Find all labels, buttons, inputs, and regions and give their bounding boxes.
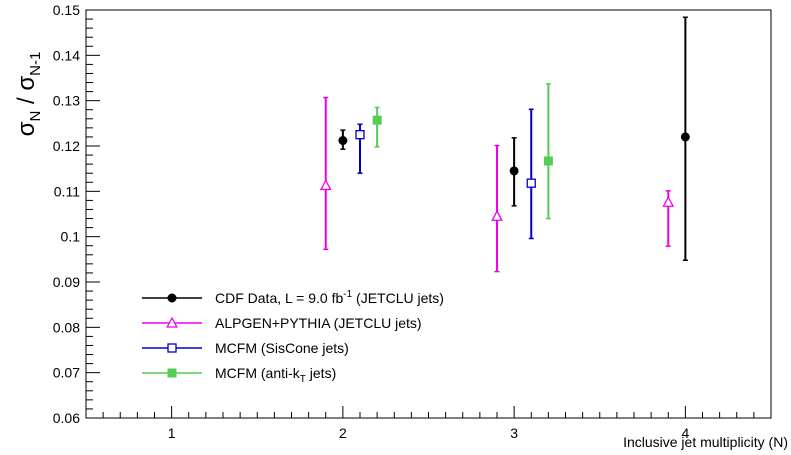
legend-entry-cdf: CDF Data, L = 9.0 fb-1 (JETCLU jets) [142, 289, 444, 306]
legend-marker [167, 343, 177, 353]
y-tick-label: 0.06 [53, 410, 80, 426]
y-tick-label: 0.1 [61, 229, 81, 245]
data-marker [526, 178, 536, 188]
y-title-sigma-n: σ [13, 121, 40, 136]
series-cdf [338, 16, 690, 261]
axis-ticks [86, 18, 755, 418]
legend-marker [167, 368, 177, 378]
data-point-cdf [509, 137, 519, 207]
data-marker [372, 115, 382, 125]
legend-label: MCFM (SisCone jets) [215, 340, 349, 356]
series-mcfm_antikt [372, 83, 553, 220]
x-tick-label: 1 [168, 425, 176, 441]
y-tick-label: 0.13 [53, 93, 80, 109]
data-point-mcfm_antikt [543, 83, 553, 220]
data-series [319, 16, 690, 273]
legend-marker [167, 293, 177, 303]
x-axis-title: Inclusive jet multiplicity (N) [623, 434, 788, 450]
x-tick-labels: 1 2 3 4 [168, 425, 690, 441]
x-tick-label: 3 [510, 425, 518, 441]
data-point-cdf [680, 16, 690, 261]
data-point-alpgen [491, 144, 503, 273]
legend-entry-mcfm_siscone: MCFM (SisCone jets) [142, 340, 349, 356]
series-alpgen [319, 96, 675, 273]
y-title-sub-n1: N-1 [27, 52, 44, 76]
y-title-sub-n: N [27, 111, 44, 122]
y-title-slash: / [13, 91, 40, 111]
data-marker [319, 179, 332, 191]
data-point-mcfm_siscone [526, 108, 536, 240]
data-point-alpgen [662, 190, 675, 247]
legend-label: MCFM (anti-kT jets) [215, 365, 336, 385]
data-marker [491, 209, 503, 221]
x-tick-label: 4 [681, 425, 689, 441]
y-tick-label: 0.08 [53, 319, 80, 335]
legend: CDF Data, L = 9.0 fb-1 (JETCLU jets) ALPG… [142, 289, 444, 385]
legend-label: CDF Data, L = 9.0 fb-1 (JETCLU jets) [215, 289, 444, 306]
data-point-alpgen [319, 96, 332, 251]
y-title-sigma-n1: σ [13, 76, 40, 91]
data-marker [543, 156, 553, 166]
legend-entry-mcfm_antikt: MCFM (anti-kT jets) [142, 365, 336, 385]
data-point-cdf [338, 129, 348, 150]
y-tick-label: 0.11 [54, 183, 80, 199]
y-tick-label: 0.14 [53, 47, 80, 63]
data-marker [662, 195, 675, 207]
x-tick-label: 2 [339, 425, 347, 441]
series-mcfm_siscone [355, 108, 536, 240]
data-marker [509, 166, 519, 176]
data-marker [355, 130, 365, 140]
y-tick-label: 0.12 [53, 138, 80, 154]
data-point-mcfm_siscone [355, 123, 365, 174]
data-point-mcfm_antikt [372, 106, 382, 148]
y-tick-label: 0.09 [53, 274, 80, 290]
y-tick-labels: 0.06 0.07 0.08 0.09 0.1 0.11 0.12 0.13 0.14 0.15 [53, 2, 80, 426]
data-marker [338, 136, 348, 146]
legend-label: ALPGEN+PYTHIA (JETCLU jets) [215, 315, 422, 331]
data-marker [680, 132, 690, 142]
legend-marker [166, 316, 178, 328]
y-tick-label: 0.07 [53, 365, 80, 381]
legend-entry-alpgen: ALPGEN+PYTHIA (JETCLU jets) [142, 315, 422, 331]
y-tick-label: 0.15 [53, 2, 80, 18]
y-axis-title: σN / σN-1 [13, 52, 44, 137]
